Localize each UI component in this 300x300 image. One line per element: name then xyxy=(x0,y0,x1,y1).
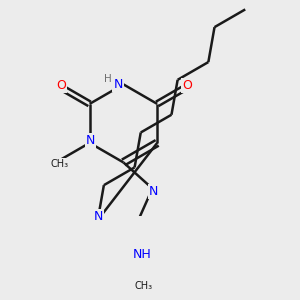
Text: N: N xyxy=(148,185,158,198)
Text: N: N xyxy=(113,77,123,91)
Text: CH₃: CH₃ xyxy=(50,159,68,169)
Text: N: N xyxy=(94,210,103,224)
Text: H: H xyxy=(104,74,112,84)
Text: O: O xyxy=(56,79,66,92)
Text: O: O xyxy=(182,80,192,92)
Text: NH: NH xyxy=(133,248,151,260)
Text: N: N xyxy=(86,134,95,147)
Text: CH₃: CH₃ xyxy=(134,281,152,291)
